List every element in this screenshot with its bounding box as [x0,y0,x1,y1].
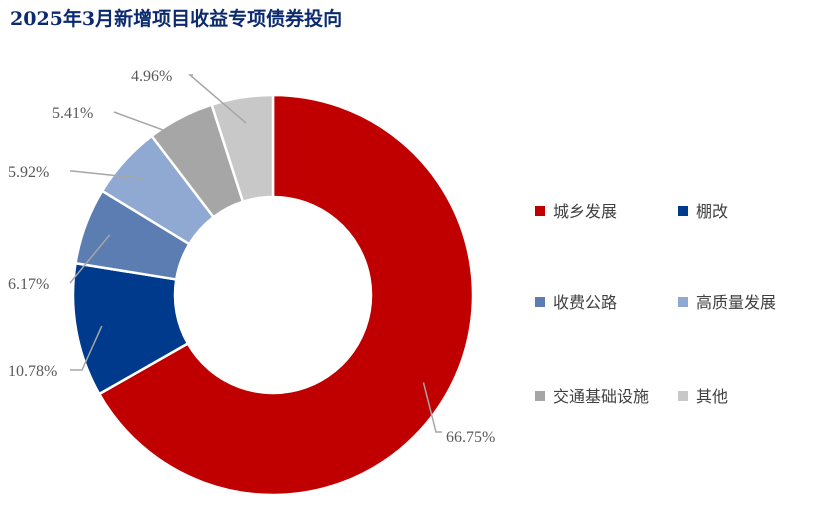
legend-item-收费公路: 收费公路 [535,293,617,312]
legend-label: 城乡发展 [553,202,617,221]
legend-swatch [535,206,545,216]
slice-其他 [210,93,275,204]
legend-item-高质量发展: 高质量发展 [678,293,776,312]
legend-item-棚改: 棚改 [678,202,728,221]
leader-line-高质量发展 [70,170,144,180]
value-label-城乡发展: 66.75% [446,429,495,446]
legend-swatch [678,391,688,401]
leader-line-收费公路 [69,234,111,284]
value-label-高质量发展: 5.92% [8,164,49,181]
slices-group [71,93,475,497]
value-label-收费公路: 6.17% [8,276,49,293]
legend-item-交通基础设施: 交通基础设施 [535,387,649,406]
value-label-棚改: 10.78% [8,363,57,380]
legend-item-城乡发展: 城乡发展 [535,202,617,221]
legend-item-其他: 其他 [678,387,728,406]
legend-swatch [535,297,545,307]
leader-line-城乡发展 [422,382,442,433]
legend-label: 高质量发展 [696,293,776,312]
value-label-交通基础设施: 5.41% [52,105,93,122]
leader-line-交通基础设施 [113,111,193,142]
value-labels-group: 66.75% 10.78% 6.17% 5.92% 5.41% 4.96% [8,68,495,446]
value-label-其他: 4.96% [131,68,172,85]
slice-城乡发展 [97,93,475,497]
leader-line-棚改 [70,325,103,371]
legend-label: 收费公路 [553,293,617,312]
legend-swatch [678,297,688,307]
legend-label: 棚改 [696,202,728,221]
legend-swatch [535,391,545,401]
leader-lines-group [69,74,442,433]
legend-label: 交通基础设施 [553,387,649,406]
legend-swatch [678,206,688,216]
legend-label: 其他 [696,387,728,406]
leader-line-其他 [187,74,247,124]
chart-title: 2025年3月新增项目收益专项债券投向 [10,8,343,30]
